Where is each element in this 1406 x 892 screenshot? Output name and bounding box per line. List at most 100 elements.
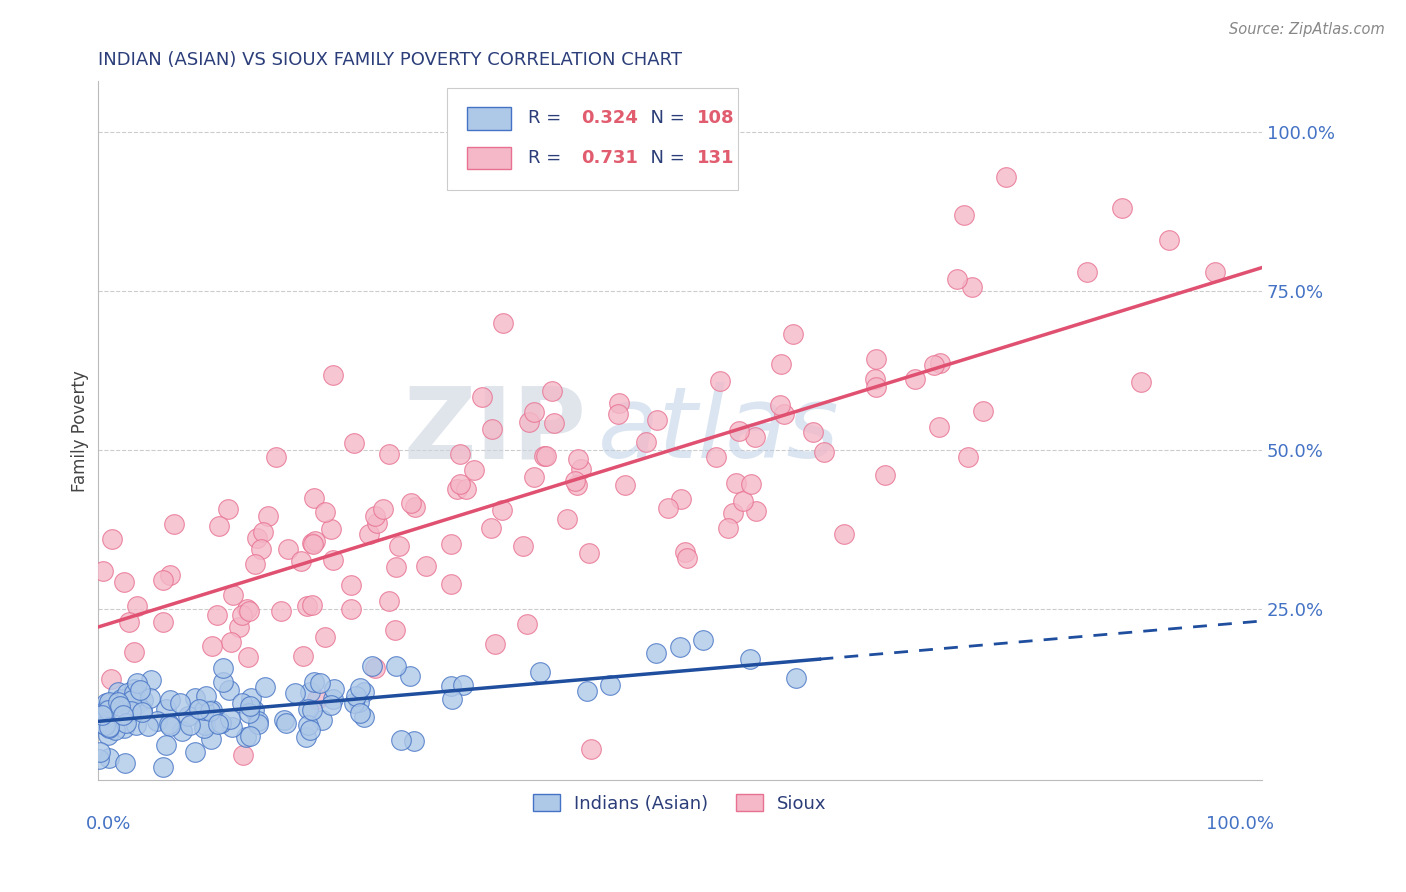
Point	[108, 699, 131, 714]
Point	[297, 718, 319, 732]
Point	[221, 588, 243, 602]
Point	[87, 751, 110, 765]
Point	[744, 504, 766, 518]
Point	[239, 691, 262, 706]
Point	[246, 716, 269, 731]
Point	[673, 545, 696, 559]
Point	[276, 716, 298, 731]
Point	[769, 398, 792, 412]
Point	[378, 447, 401, 461]
Point	[104, 723, 127, 737]
Point	[323, 681, 346, 696]
Point	[492, 316, 515, 330]
Point	[97, 695, 120, 709]
Point	[304, 533, 326, 548]
Point	[785, 672, 807, 686]
Point	[114, 756, 136, 770]
Point	[101, 532, 124, 546]
Point	[207, 716, 229, 731]
Point	[512, 540, 534, 554]
Point	[384, 658, 406, 673]
Point	[801, 425, 824, 439]
Point	[246, 532, 269, 546]
Point	[613, 478, 636, 492]
Point	[235, 730, 257, 744]
Point	[349, 681, 371, 696]
Point	[301, 599, 323, 613]
Point	[107, 685, 129, 699]
Point	[124, 685, 146, 699]
Point	[813, 445, 835, 459]
Point	[340, 602, 363, 616]
Point	[152, 615, 174, 629]
Point	[523, 404, 546, 418]
Point	[311, 714, 333, 728]
Point	[307, 691, 329, 706]
Point	[139, 673, 162, 688]
Point	[471, 390, 494, 404]
Point	[163, 516, 186, 531]
Point	[523, 470, 546, 484]
Point	[301, 703, 323, 717]
Point	[1076, 265, 1098, 279]
Point	[152, 574, 174, 588]
Point	[463, 463, 485, 477]
Point	[540, 384, 562, 398]
Point	[122, 681, 145, 696]
Point	[536, 449, 558, 463]
Point	[159, 719, 181, 733]
Point	[865, 351, 887, 366]
Point	[127, 676, 149, 690]
Point	[543, 416, 565, 430]
Point	[349, 706, 371, 720]
Point	[782, 326, 804, 341]
Point	[922, 358, 945, 372]
Point	[314, 505, 336, 519]
Point	[228, 620, 250, 634]
Point	[302, 674, 325, 689]
Point	[118, 615, 141, 629]
Point	[321, 698, 343, 712]
Point	[953, 208, 976, 222]
Point	[124, 717, 146, 731]
Point	[441, 692, 464, 706]
Point	[389, 732, 412, 747]
Point	[314, 630, 336, 644]
Point	[349, 695, 371, 709]
Point	[238, 650, 260, 665]
Point	[112, 721, 135, 735]
Point	[960, 280, 983, 294]
Point	[131, 702, 153, 716]
Point	[446, 482, 468, 496]
Point	[155, 738, 177, 752]
Point	[516, 617, 538, 632]
Point	[97, 703, 120, 717]
Point	[273, 713, 295, 727]
Point	[928, 356, 950, 370]
Point	[927, 419, 949, 434]
Point	[121, 693, 143, 707]
Point	[321, 522, 343, 536]
Point	[634, 434, 657, 449]
Point	[221, 720, 243, 734]
Point	[200, 732, 222, 747]
Point	[731, 494, 754, 508]
Text: 131: 131	[697, 149, 735, 167]
Point	[302, 491, 325, 505]
Point	[529, 665, 551, 679]
Point	[322, 368, 344, 382]
Point	[155, 702, 177, 716]
Text: Source: ZipAtlas.com: Source: ZipAtlas.com	[1229, 22, 1385, 37]
Point	[252, 524, 274, 539]
Text: N =: N =	[638, 149, 690, 167]
Point	[717, 521, 740, 535]
Point	[200, 704, 222, 718]
Point	[90, 708, 112, 723]
Point	[212, 675, 235, 690]
Point	[676, 551, 699, 566]
Point	[97, 728, 120, 742]
Point	[219, 712, 242, 726]
Point	[238, 604, 260, 618]
Point	[344, 689, 367, 703]
Point	[481, 422, 503, 436]
